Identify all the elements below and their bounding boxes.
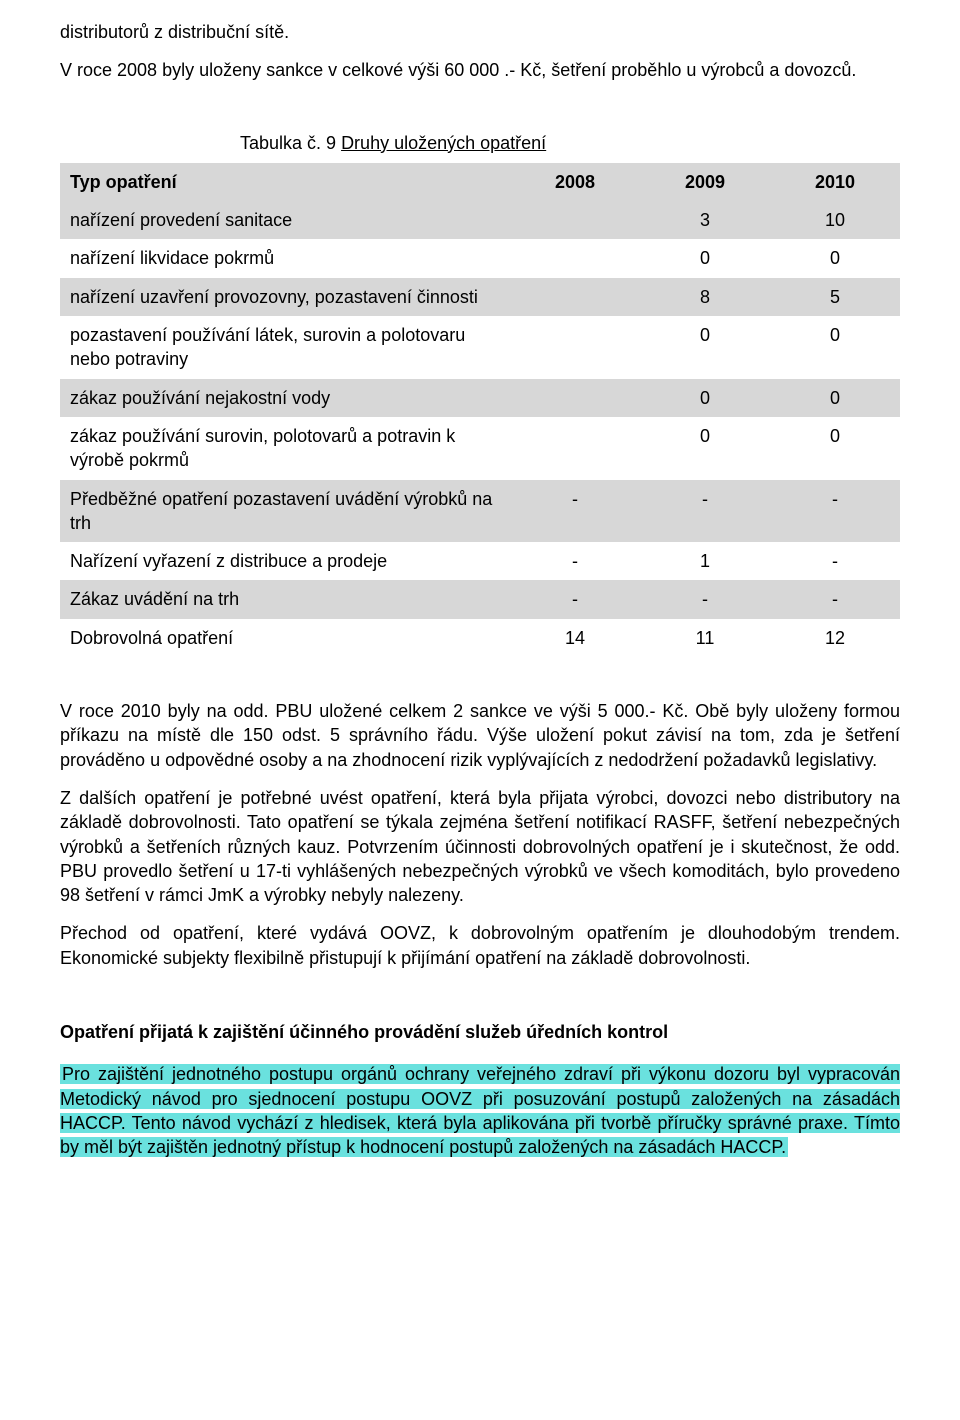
- table-row: Předběžné opatření pozastavení uvádění v…: [60, 480, 900, 543]
- row-label: Předběžné opatření pozastavení uvádění v…: [60, 480, 510, 543]
- row-label: nařízení provedení sanitace: [60, 201, 510, 239]
- table-row: zákaz používání surovin, polotovarů a po…: [60, 417, 900, 480]
- table-row: Zákaz uvádění na trh - - -: [60, 580, 900, 618]
- measures-table: Typ opatření 2008 2009 2010 nařízení pro…: [60, 163, 900, 657]
- row-cell: 0: [770, 417, 900, 480]
- caption-prefix: Tabulka č. 9: [240, 133, 341, 153]
- table-row: nařízení uzavření provozovny, pozastaven…: [60, 278, 900, 316]
- row-cell: -: [640, 480, 770, 543]
- row-cell: -: [510, 580, 640, 618]
- table-row: nařízení provedení sanitace 3 10: [60, 201, 900, 239]
- row-cell: [510, 316, 640, 379]
- row-label: nařízení uzavření provozovny, pozastaven…: [60, 278, 510, 316]
- row-cell: -: [510, 542, 640, 580]
- row-label: pozastavení používání látek, surovin a p…: [60, 316, 510, 379]
- row-cell: 0: [640, 239, 770, 277]
- table-row: Nařízení vyřazení z distribuce a prodeje…: [60, 542, 900, 580]
- row-label: Dobrovolná opatření: [60, 619, 510, 657]
- row-cell: 5: [770, 278, 900, 316]
- row-label: zákaz používání nejakostní vody: [60, 379, 510, 417]
- row-cell: -: [510, 480, 640, 543]
- row-cell: -: [770, 580, 900, 618]
- row-cell: 3: [640, 201, 770, 239]
- row-cell: 0: [640, 417, 770, 480]
- caption-underline: Druhy uložených opatření: [341, 133, 546, 153]
- col-header-type: Typ opatření: [60, 163, 510, 201]
- col-header-2009: 2009: [640, 163, 770, 201]
- row-cell: 12: [770, 619, 900, 657]
- row-cell: [510, 201, 640, 239]
- row-cell: 1: [640, 542, 770, 580]
- row-cell: [510, 379, 640, 417]
- table-caption: Tabulka č. 9 Druhy uložených opatření: [240, 131, 900, 155]
- row-cell: -: [770, 542, 900, 580]
- table-row: pozastavení používání látek, surovin a p…: [60, 316, 900, 379]
- row-cell: -: [640, 580, 770, 618]
- row-cell: 8: [640, 278, 770, 316]
- table-row: nařízení likvidace pokrmů 0 0: [60, 239, 900, 277]
- highlighted-paragraph: Pro zajištění jednotného postupu orgánů …: [60, 1062, 900, 1159]
- row-label: zákaz používání surovin, polotovarů a po…: [60, 417, 510, 480]
- highlighted-text: Pro zajištění jednotného postupu orgánů …: [60, 1064, 900, 1157]
- row-cell: [510, 239, 640, 277]
- col-header-2010: 2010: [770, 163, 900, 201]
- row-label: Nařízení vyřazení z distribuce a prodeje: [60, 542, 510, 580]
- row-cell: 0: [640, 379, 770, 417]
- row-label: nařízení likvidace pokrmů: [60, 239, 510, 277]
- body-para-3: Přechod od opatření, které vydává OOVZ, …: [60, 921, 900, 970]
- table-row: zákaz používání nejakostní vody 0 0: [60, 379, 900, 417]
- row-cell: -: [770, 480, 900, 543]
- row-cell: 10: [770, 201, 900, 239]
- intro-para-2: V roce 2008 byly uloženy sankce v celkov…: [60, 58, 900, 82]
- intro-para-1: distributorů z distribuční sítě.: [60, 20, 900, 44]
- body-para-1: V roce 2010 byly na odd. PBU uložené cel…: [60, 699, 900, 772]
- row-cell: [510, 417, 640, 480]
- section-heading: Opatření přijatá k zajištění účinného pr…: [60, 1020, 900, 1044]
- row-cell: 0: [770, 316, 900, 379]
- row-label: Zákaz uvádění na trh: [60, 580, 510, 618]
- col-header-2008: 2008: [510, 163, 640, 201]
- row-cell: 0: [770, 379, 900, 417]
- row-cell: [510, 278, 640, 316]
- table-header-row: Typ opatření 2008 2009 2010: [60, 163, 900, 201]
- row-cell: 0: [640, 316, 770, 379]
- row-cell: 0: [770, 239, 900, 277]
- row-cell: 11: [640, 619, 770, 657]
- row-cell: 14: [510, 619, 640, 657]
- body-para-2: Z dalších opatření je potřebné uvést opa…: [60, 786, 900, 907]
- table-row: Dobrovolná opatření 14 11 12: [60, 619, 900, 657]
